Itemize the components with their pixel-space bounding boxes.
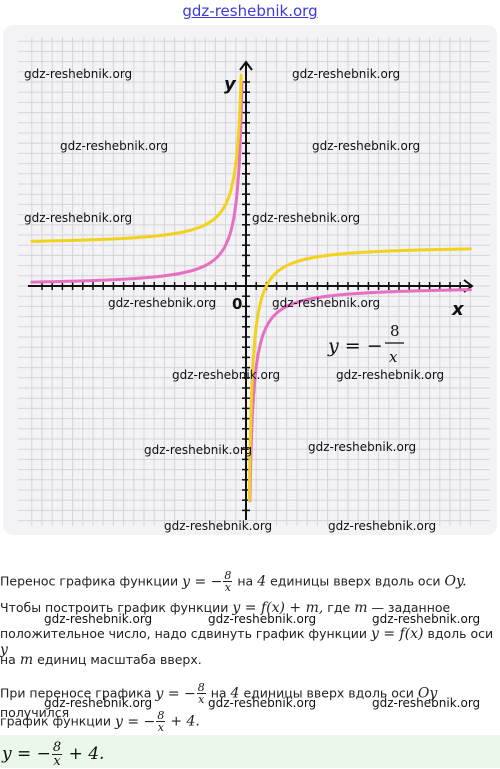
watermark: gdz-reshebnik.org [60, 139, 168, 153]
text-line-2-b: y = f(x) + m, [232, 600, 324, 616]
text-line-3-d: y [0, 642, 8, 658]
text-line-6: график функции y = −8 x + 4. [0, 710, 500, 733]
text-line-3: положительное число, надо сдвинуть графи… [0, 626, 500, 658]
text-line-2-a: Чтобы построить график функции [0, 600, 229, 615]
y-axis-arrow [239, 60, 253, 71]
text-line-3-c: вдоль оси [427, 626, 494, 641]
watermark: gdz-reshebnik.org [312, 139, 420, 153]
x-axis-label: x [451, 299, 465, 320]
text-line-5-b: на [210, 685, 227, 701]
base-curve-right-branch [248, 288, 472, 503]
text-line-1-b: на [237, 573, 254, 589]
formula-inline: y = −8 x [155, 681, 206, 706]
function-graph: y x 0 y = − 8 x gdz-reshebnik.org gdz-re… [18, 37, 490, 533]
curves [30, 73, 472, 503]
watermark: gdz-reshebnik.org [172, 368, 280, 382]
formula-inline: y = −8 x [182, 569, 233, 594]
formula-label-den: x [389, 348, 398, 366]
text-line-4-a: на [0, 652, 16, 667]
text-line-1: Перенос графика функции y = −8 x на 4 еди… [0, 570, 500, 593]
watermark: gdz-reshebnik.org [292, 67, 400, 81]
watermark: gdz-reshebnik.org [208, 696, 317, 710]
base-curve-left-branch [30, 80, 244, 284]
text-line-5-d: единицы вверх вдоль оси [243, 685, 414, 701]
text-line-1-e: Oy. [444, 573, 467, 590]
shifted-curve-left-branch [30, 73, 243, 243]
text-line-4-c: единиц масштаба вверх. [37, 652, 202, 667]
watermark: gdz-reshebnik.org [372, 696, 481, 710]
text-line-2-e: — заданное [371, 600, 451, 615]
text-line-1-c: 4 [257, 573, 267, 590]
watermark: gdz-reshebnik.org [24, 67, 132, 81]
text-line-6-b: + 4. [170, 713, 200, 730]
text-line-5-e: Oy [417, 685, 438, 702]
answer-formula: y = −8 x + 4. [2, 740, 105, 769]
answer-box: y = −8 x + 4. [0, 735, 500, 768]
text-line-2-c: где [327, 600, 351, 615]
watermark: gdz-reshebnik.org [44, 612, 153, 626]
watermark: gdz-reshebnik.org [328, 519, 436, 533]
text-line-6-a: график функции [0, 713, 112, 729]
watermark: gdz-reshebnik.org [336, 368, 444, 382]
watermark: gdz-reshebnik.org [44, 696, 153, 710]
text-line-2: Чтобы построить график функции y = f(x) … [0, 600, 500, 616]
text-line-1-d: единицы вверх вдоль оси [270, 573, 441, 589]
text-line-5-c: 4 [230, 685, 240, 702]
formula-label-num: 8 [390, 322, 400, 340]
watermark: gdz-reshebnik.org [144, 443, 252, 457]
watermark: gdz-reshebnik.org [272, 296, 380, 310]
watermark: gdz-reshebnik.org [308, 440, 416, 454]
watermark: gdz-reshebnik.org [24, 211, 132, 225]
watermark: gdz-reshebnik.org [208, 612, 317, 626]
shifted-curve-right-branch [247, 247, 472, 502]
watermark: gdz-reshebnik.org [164, 519, 272, 533]
site-title[interactable]: gdz-reshebnik.org [182, 2, 318, 20]
y-axis-label: y [224, 74, 237, 95]
text-line-1-a: Перенос графика функции [0, 573, 179, 589]
text-line-4-b: m [19, 652, 34, 668]
text-line-2-d: m [354, 600, 368, 616]
text-line-4: на m единиц масштаба вверх. [0, 652, 500, 668]
text-line-5: При переносе графика y = −8 x на 4 единиц… [0, 682, 500, 721]
formula-label-prefix: y = − [327, 335, 383, 357]
watermark: gdz-reshebnik.org [372, 612, 481, 626]
formula-label: y = − 8 x [327, 322, 404, 366]
text-line-5-a: При переносе графика [0, 685, 152, 701]
watermark: gdz-reshebnik.org [108, 296, 216, 310]
watermark: gdz-reshebnik.org [252, 211, 360, 225]
formula-inline: y = −8 x [115, 709, 166, 734]
origin-label: 0 [232, 295, 242, 313]
text-line-3-b: y = f(x) [370, 626, 424, 642]
text-line-3-a: положительное число, надо сдвинуть графи… [0, 626, 367, 641]
text-line-5-f: получился [0, 705, 70, 720]
